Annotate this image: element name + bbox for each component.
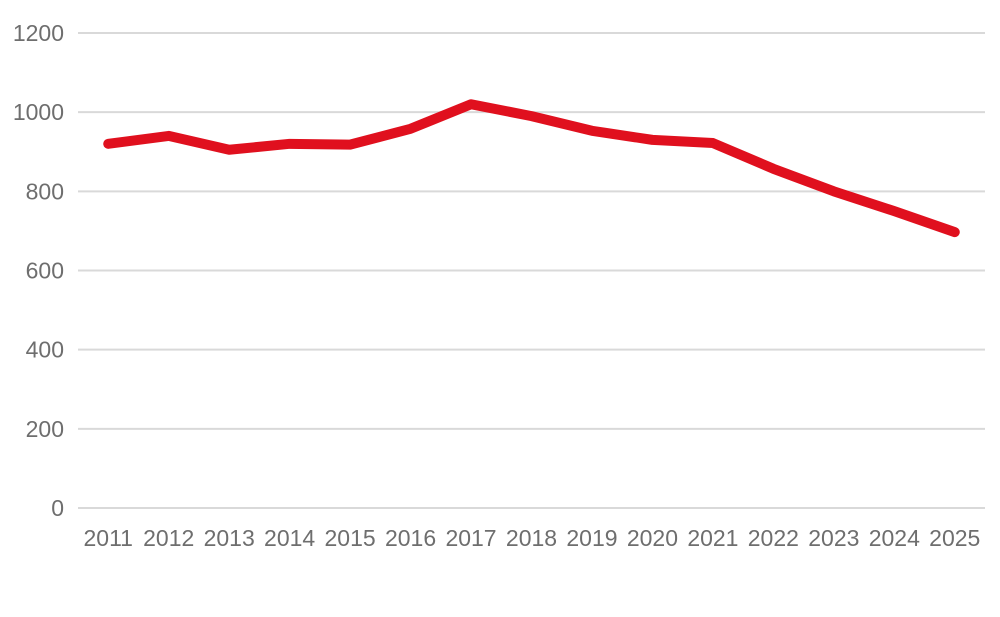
data-series-line xyxy=(103,99,960,238)
x-axis-tick-label: 2024 xyxy=(869,525,920,551)
y-axis-tick-label: 400 xyxy=(26,337,64,363)
x-axis-tick-label: 2012 xyxy=(143,525,194,551)
y-axis-tick-label: 200 xyxy=(26,416,64,442)
x-axis-tick-label: 2013 xyxy=(204,525,255,551)
x-axis-tick-label: 2025 xyxy=(929,525,980,551)
x-axis-tick-label: 2016 xyxy=(385,525,436,551)
x-axis-tick-label: 2018 xyxy=(506,525,557,551)
y-axis-tick-label: 800 xyxy=(26,178,64,204)
x-axis-tick-label: 2022 xyxy=(748,525,799,551)
x-axis-tick-label: 2021 xyxy=(687,525,738,551)
x-axis-tick-label: 2014 xyxy=(264,525,315,551)
y-axis-tick-label: 0 xyxy=(51,495,64,521)
x-axis-tick-label: 2023 xyxy=(808,525,859,551)
y-axis-tick-label: 600 xyxy=(26,258,64,284)
y-axis-tick-label: 1000 xyxy=(13,99,64,125)
x-axis-tick-label: 2011 xyxy=(83,525,132,551)
x-axis-tick-label: 2019 xyxy=(566,525,617,551)
x-axis-tick-label: 2015 xyxy=(325,525,376,551)
x-axis-tick-label: 2020 xyxy=(627,525,678,551)
x-axis-tick-label: 2017 xyxy=(445,525,496,551)
y-axis-tick-label: 1200 xyxy=(13,20,64,46)
